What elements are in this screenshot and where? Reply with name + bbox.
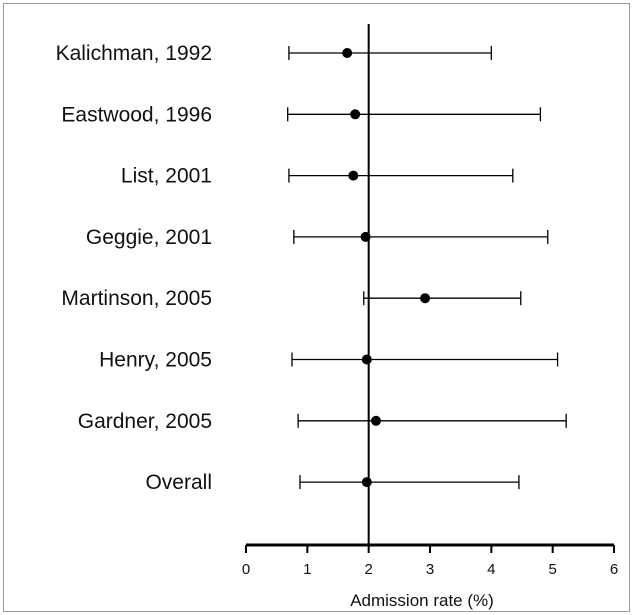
x-axis-ticks: 0 1 2 3 4 5 6	[242, 545, 618, 578]
study-label: Gardner, 2005	[78, 410, 212, 433]
x-tick-label: 5	[548, 561, 556, 578]
study-row	[291, 352, 559, 367]
study-row	[288, 46, 492, 60]
study-label: Eastwood, 1996	[61, 103, 212, 126]
plot-rows	[287, 46, 567, 490]
point-estimate	[342, 48, 353, 58]
study-label: Overall	[145, 471, 212, 494]
study-row	[297, 413, 567, 428]
x-tick-label: 6	[610, 561, 618, 578]
study-row	[299, 475, 520, 490]
x-tick-label: 4	[487, 561, 495, 578]
point-estimate	[350, 109, 361, 120]
point-estimate	[361, 354, 372, 365]
study-label: Kalichman, 1992	[56, 42, 212, 65]
point-estimate	[420, 293, 431, 304]
x-tick-label: 2	[364, 561, 372, 578]
study-label: Martinson, 2005	[61, 287, 212, 310]
x-tick-label: 0	[242, 561, 250, 578]
x-tick-label: 1	[303, 561, 311, 578]
chart-frame	[3, 3, 630, 612]
study-label: Henry, 2005	[99, 349, 212, 372]
study-row	[363, 291, 522, 306]
point-estimate	[361, 477, 372, 488]
study-row	[288, 168, 514, 183]
study-labels: Kalichman, 1992 Eastwood, 1996 List, 2001 G…	[56, 42, 212, 494]
study-label: Geggie, 2001	[86, 226, 212, 249]
x-tick-label: 3	[426, 561, 434, 578]
study-row	[287, 107, 542, 122]
x-axis-title: Admission rate (%)	[350, 591, 494, 610]
study-row	[293, 229, 549, 244]
point-estimate	[348, 170, 359, 181]
point-estimate	[371, 415, 382, 426]
study-label: List, 2001	[121, 165, 212, 188]
